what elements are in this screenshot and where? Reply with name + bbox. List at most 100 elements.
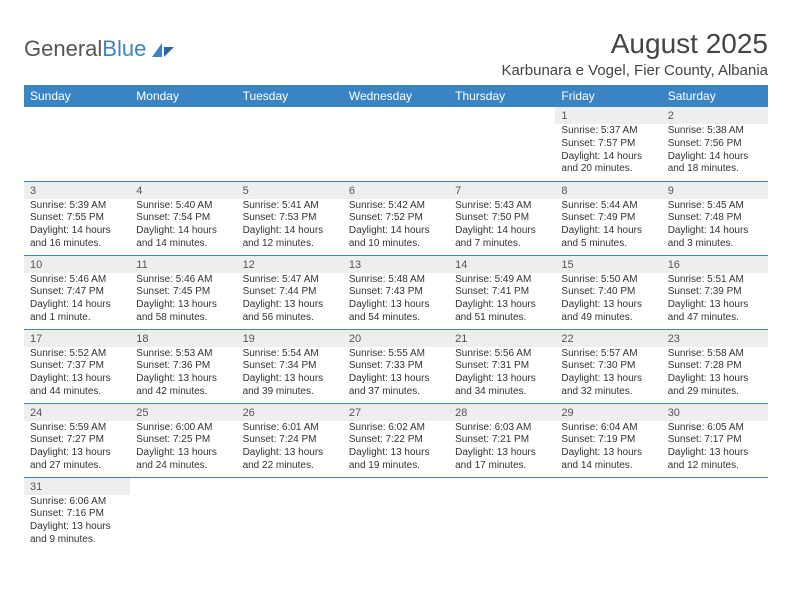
location: Karbunara e Vogel, Fier County, Albania (501, 62, 768, 79)
day-cell (555, 477, 661, 551)
day-number: 14 (449, 256, 555, 273)
day-number: 2 (662, 107, 768, 124)
day-cell: 15Sunrise: 5:50 AMSunset: 7:40 PMDayligh… (555, 255, 661, 329)
day-body: Sunrise: 5:45 AMSunset: 7:48 PMDaylight:… (662, 199, 768, 253)
day-body: Sunrise: 5:48 AMSunset: 7:43 PMDaylight:… (343, 273, 449, 327)
day-number: 25 (130, 404, 236, 421)
day-cell: 16Sunrise: 5:51 AMSunset: 7:39 PMDayligh… (662, 255, 768, 329)
day-body: Sunrise: 5:41 AMSunset: 7:53 PMDaylight:… (237, 199, 343, 253)
logo-text-1: General (24, 36, 102, 62)
day-body: Sunrise: 6:06 AMSunset: 7:16 PMDaylight:… (24, 495, 130, 549)
week-row: 1Sunrise: 5:37 AMSunset: 7:57 PMDaylight… (24, 107, 768, 181)
day-cell: 25Sunrise: 6:00 AMSunset: 7:25 PMDayligh… (130, 403, 236, 477)
day-cell: 9Sunrise: 5:45 AMSunset: 7:48 PMDaylight… (662, 181, 768, 255)
day-body: Sunrise: 5:57 AMSunset: 7:30 PMDaylight:… (555, 347, 661, 401)
day-body: Sunrise: 5:37 AMSunset: 7:57 PMDaylight:… (555, 124, 661, 178)
day-body: Sunrise: 5:39 AMSunset: 7:55 PMDaylight:… (24, 199, 130, 253)
day-cell: 7Sunrise: 5:43 AMSunset: 7:50 PMDaylight… (449, 181, 555, 255)
day-body: Sunrise: 5:46 AMSunset: 7:47 PMDaylight:… (24, 273, 130, 327)
day-cell: 24Sunrise: 5:59 AMSunset: 7:27 PMDayligh… (24, 403, 130, 477)
day-cell: 3Sunrise: 5:39 AMSunset: 7:55 PMDaylight… (24, 181, 130, 255)
day-cell: 12Sunrise: 5:47 AMSunset: 7:44 PMDayligh… (237, 255, 343, 329)
day-number: 22 (555, 330, 661, 347)
day-body: Sunrise: 5:46 AMSunset: 7:45 PMDaylight:… (130, 273, 236, 327)
day-cell (449, 107, 555, 181)
day-cell: 8Sunrise: 5:44 AMSunset: 7:49 PMDaylight… (555, 181, 661, 255)
day-number: 9 (662, 182, 768, 199)
dow-0: Sunday (24, 85, 130, 107)
day-body: Sunrise: 5:58 AMSunset: 7:28 PMDaylight:… (662, 347, 768, 401)
day-cell (130, 107, 236, 181)
day-body: Sunrise: 6:05 AMSunset: 7:17 PMDaylight:… (662, 421, 768, 475)
day-cell: 1Sunrise: 5:37 AMSunset: 7:57 PMDaylight… (555, 107, 661, 181)
dow-6: Saturday (662, 85, 768, 107)
day-number: 24 (24, 404, 130, 421)
day-cell (449, 477, 555, 551)
day-body: Sunrise: 5:43 AMSunset: 7:50 PMDaylight:… (449, 199, 555, 253)
day-number: 13 (343, 256, 449, 273)
day-number: 29 (555, 404, 661, 421)
day-body: Sunrise: 5:50 AMSunset: 7:40 PMDaylight:… (555, 273, 661, 327)
day-number: 18 (130, 330, 236, 347)
day-body: Sunrise: 6:04 AMSunset: 7:19 PMDaylight:… (555, 421, 661, 475)
day-cell: 31Sunrise: 6:06 AMSunset: 7:16 PMDayligh… (24, 477, 130, 551)
dow-1: Monday (130, 85, 236, 107)
day-cell (343, 107, 449, 181)
day-cell: 22Sunrise: 5:57 AMSunset: 7:30 PMDayligh… (555, 329, 661, 403)
calendar-table: SundayMondayTuesdayWednesdayThursdayFrid… (24, 85, 768, 551)
day-number: 15 (555, 256, 661, 273)
day-cell (662, 477, 768, 551)
day-body: Sunrise: 5:47 AMSunset: 7:44 PMDaylight:… (237, 273, 343, 327)
day-number: 6 (343, 182, 449, 199)
day-cell: 19Sunrise: 5:54 AMSunset: 7:34 PMDayligh… (237, 329, 343, 403)
week-row: 3Sunrise: 5:39 AMSunset: 7:55 PMDaylight… (24, 181, 768, 255)
day-cell: 17Sunrise: 5:52 AMSunset: 7:37 PMDayligh… (24, 329, 130, 403)
day-cell: 21Sunrise: 5:56 AMSunset: 7:31 PMDayligh… (449, 329, 555, 403)
day-cell (24, 107, 130, 181)
day-number: 27 (343, 404, 449, 421)
day-cell: 18Sunrise: 5:53 AMSunset: 7:36 PMDayligh… (130, 329, 236, 403)
day-cell: 23Sunrise: 5:58 AMSunset: 7:28 PMDayligh… (662, 329, 768, 403)
day-cell: 10Sunrise: 5:46 AMSunset: 7:47 PMDayligh… (24, 255, 130, 329)
day-cell (237, 107, 343, 181)
day-number: 1 (555, 107, 661, 124)
logo-sail-icon (150, 39, 176, 57)
day-number: 4 (130, 182, 236, 199)
day-cell: 14Sunrise: 5:49 AMSunset: 7:41 PMDayligh… (449, 255, 555, 329)
day-number: 31 (24, 478, 130, 495)
day-body: Sunrise: 5:55 AMSunset: 7:33 PMDaylight:… (343, 347, 449, 401)
week-row: 31Sunrise: 6:06 AMSunset: 7:16 PMDayligh… (24, 477, 768, 551)
day-number: 16 (662, 256, 768, 273)
day-body: Sunrise: 5:53 AMSunset: 7:36 PMDaylight:… (130, 347, 236, 401)
day-body: Sunrise: 5:52 AMSunset: 7:37 PMDaylight:… (24, 347, 130, 401)
title-block: August 2025 Karbunara e Vogel, Fier Coun… (501, 28, 768, 79)
day-cell (237, 477, 343, 551)
day-cell: 5Sunrise: 5:41 AMSunset: 7:53 PMDaylight… (237, 181, 343, 255)
dow-row: SundayMondayTuesdayWednesdayThursdayFrid… (24, 85, 768, 107)
week-row: 17Sunrise: 5:52 AMSunset: 7:37 PMDayligh… (24, 329, 768, 403)
week-row: 10Sunrise: 5:46 AMSunset: 7:47 PMDayligh… (24, 255, 768, 329)
day-number: 21 (449, 330, 555, 347)
day-cell: 29Sunrise: 6:04 AMSunset: 7:19 PMDayligh… (555, 403, 661, 477)
day-body: Sunrise: 5:54 AMSunset: 7:34 PMDaylight:… (237, 347, 343, 401)
day-body: Sunrise: 5:38 AMSunset: 7:56 PMDaylight:… (662, 124, 768, 178)
day-cell: 28Sunrise: 6:03 AMSunset: 7:21 PMDayligh… (449, 403, 555, 477)
month-title: August 2025 (501, 28, 768, 60)
day-body: Sunrise: 6:00 AMSunset: 7:25 PMDaylight:… (130, 421, 236, 475)
day-cell: 27Sunrise: 6:02 AMSunset: 7:22 PMDayligh… (343, 403, 449, 477)
day-body: Sunrise: 5:59 AMSunset: 7:27 PMDaylight:… (24, 421, 130, 475)
day-number: 19 (237, 330, 343, 347)
header: GeneralBlue August 2025 Karbunara e Voge… (24, 28, 768, 79)
day-number: 5 (237, 182, 343, 199)
logo-text-2: Blue (102, 36, 146, 62)
day-number: 11 (130, 256, 236, 273)
dow-2: Tuesday (237, 85, 343, 107)
day-number: 26 (237, 404, 343, 421)
day-body: Sunrise: 5:56 AMSunset: 7:31 PMDaylight:… (449, 347, 555, 401)
day-cell: 2Sunrise: 5:38 AMSunset: 7:56 PMDaylight… (662, 107, 768, 181)
dow-5: Friday (555, 85, 661, 107)
day-number: 7 (449, 182, 555, 199)
day-cell (130, 477, 236, 551)
day-body: Sunrise: 5:51 AMSunset: 7:39 PMDaylight:… (662, 273, 768, 327)
day-number: 12 (237, 256, 343, 273)
